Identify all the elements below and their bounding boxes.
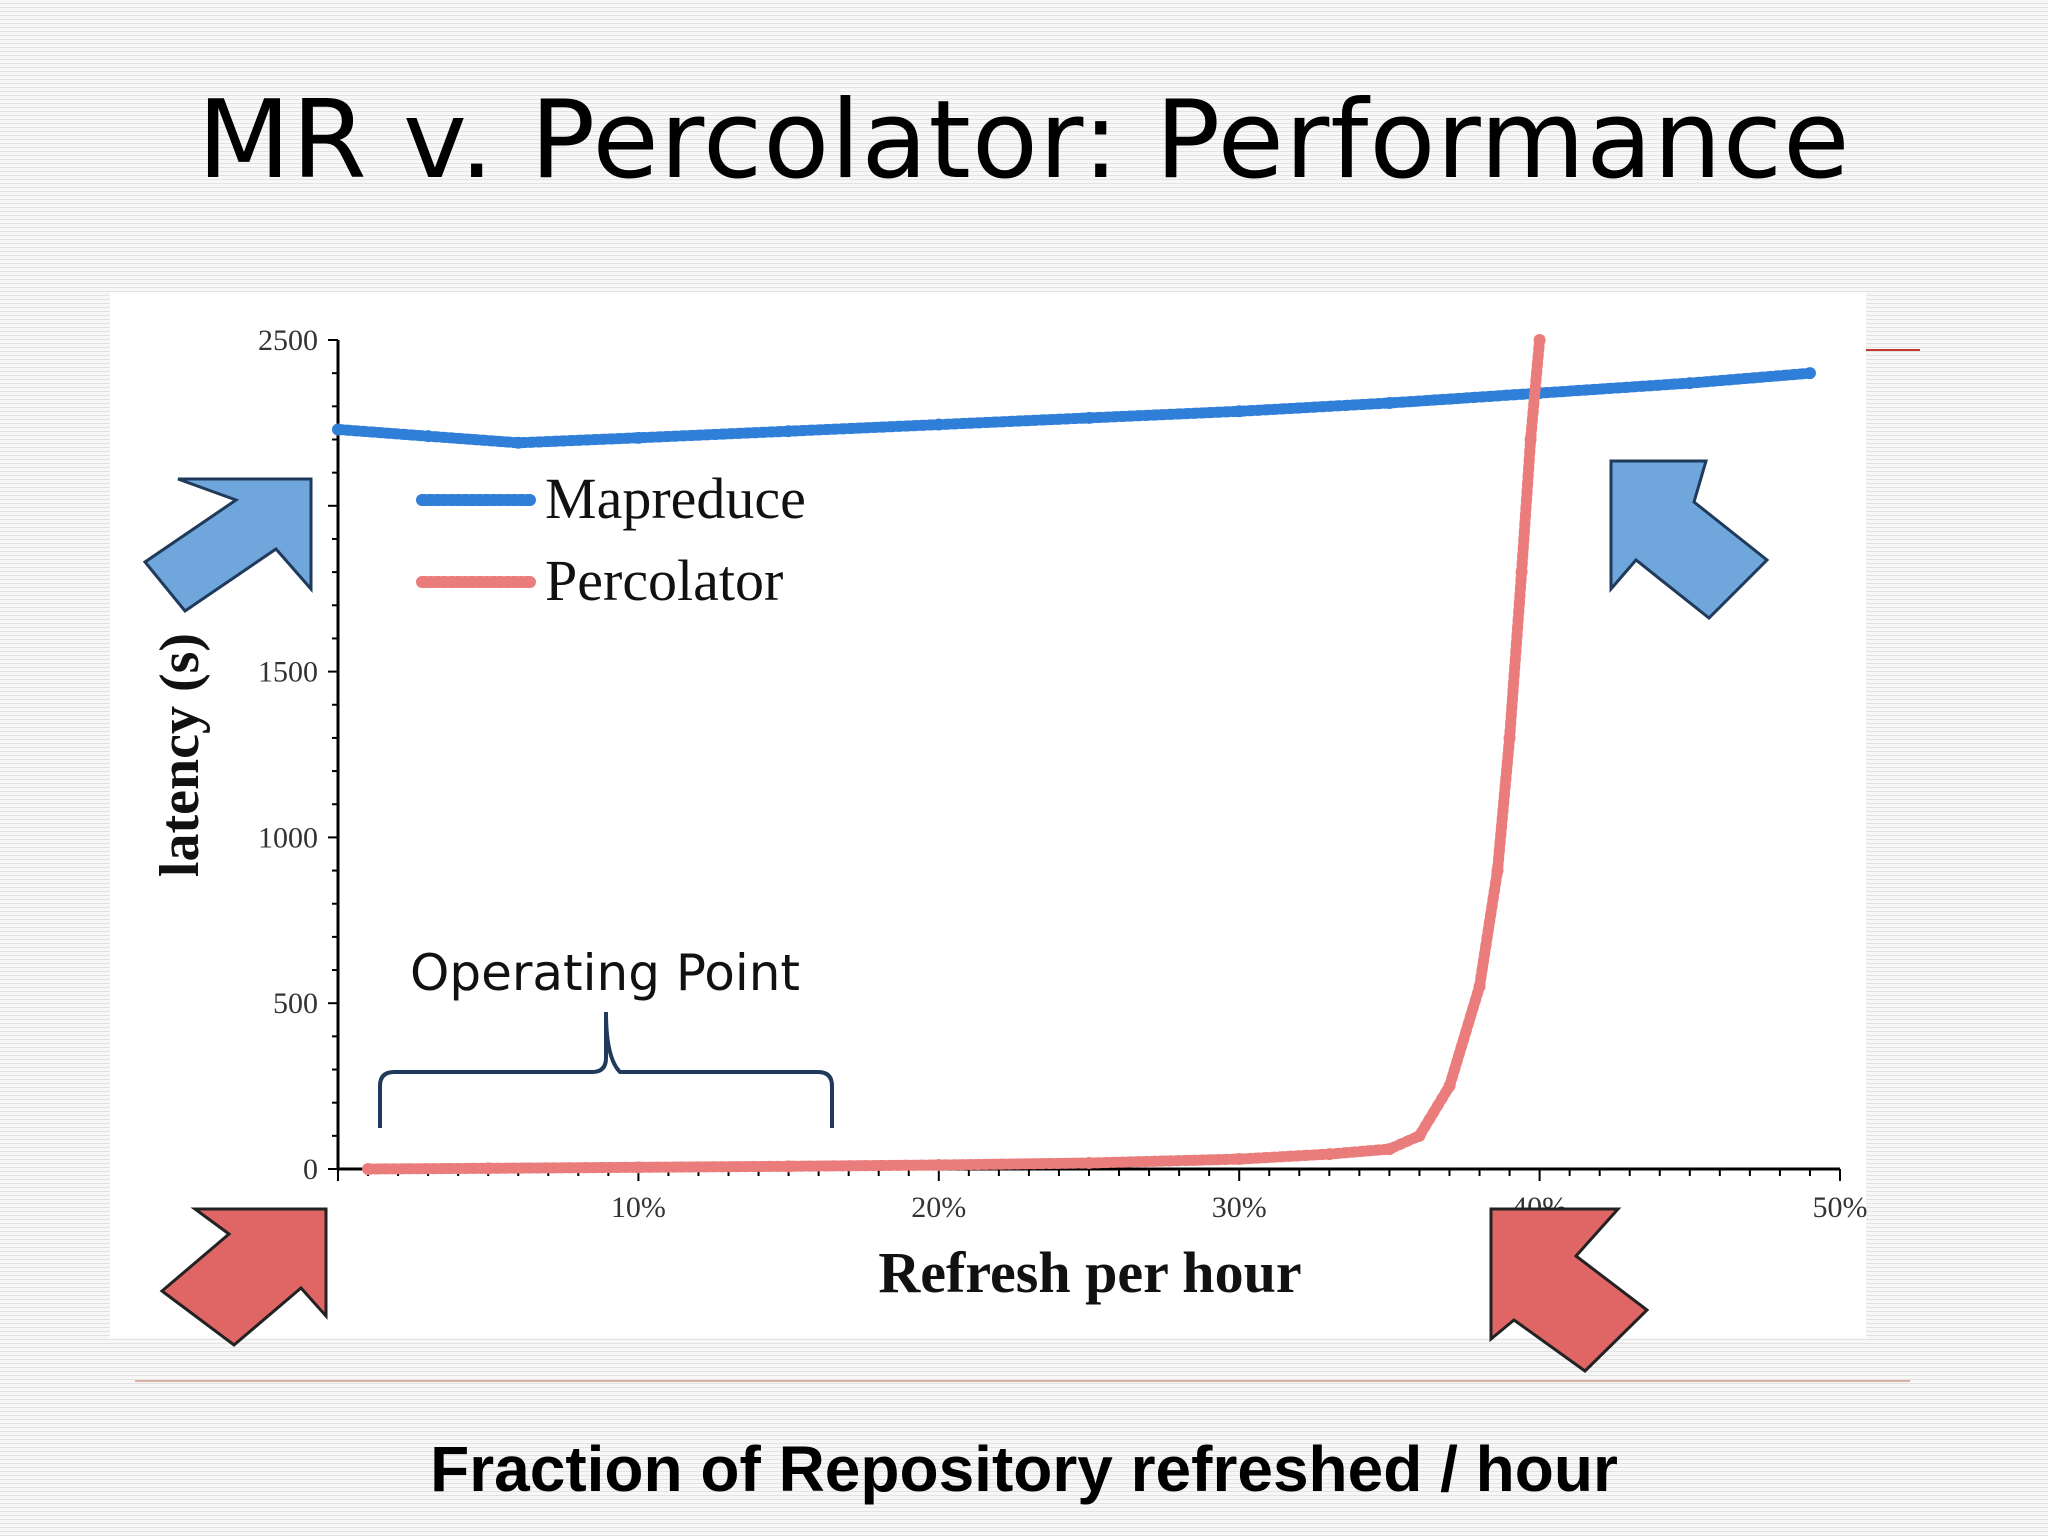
data-point-percolator [1323, 1148, 1336, 1161]
arrows [142, 459, 1770, 1373]
x-tick-label: 30% [1212, 1191, 1267, 1224]
red-arrow-left [159, 1207, 328, 1347]
x-tick-label: 50% [1813, 1191, 1868, 1224]
legend-label-percolator: Percolator [545, 548, 783, 613]
data-point-percolator [1491, 864, 1504, 877]
legend: Mapreduce Percolator [416, 466, 806, 613]
data-point-percolator [1383, 1143, 1396, 1156]
data-point-mapreduce [512, 436, 525, 449]
series-line-mapreduce [332, 367, 1816, 449]
accent-rule [1866, 349, 1920, 351]
operating-point-brace [378, 1011, 834, 1128]
data-point-mapreduce [932, 418, 945, 431]
blue-arrow-left [142, 477, 313, 614]
blue-arrow-right [1609, 459, 1770, 621]
data-point-mapreduce [1083, 411, 1095, 424]
slide-title: MR v. Percolator: Performance [197, 78, 1851, 203]
data-point-mapreduce [632, 431, 645, 444]
operating-point-annotation: Operating Point [378, 944, 834, 1128]
data-point-percolator [1473, 980, 1486, 993]
data-point-mapreduce [1233, 405, 1246, 418]
data-point-percolator [1533, 334, 1546, 346]
data-point-percolator [632, 1161, 645, 1174]
x-axis-label: Refresh per hour [878, 1240, 1301, 1305]
data-point-percolator [362, 1163, 375, 1175]
data-point-percolator [782, 1160, 795, 1173]
data-point-mapreduce [1803, 367, 1816, 380]
data-point-percolator [1083, 1157, 1095, 1170]
y-tick-label: 2500 [258, 324, 318, 357]
data-point-mapreduce [782, 425, 795, 438]
data-point-percolator [1503, 731, 1516, 744]
data-point-percolator [1515, 566, 1528, 579]
data-point-mapreduce [1383, 397, 1396, 410]
series-layer [332, 334, 1816, 1175]
data-point-percolator [482, 1162, 495, 1175]
slide-caption: Fraction of Repository refreshed / hour [430, 1433, 1618, 1505]
data-point-percolator [1233, 1153, 1246, 1166]
red-arrow-right [1489, 1207, 1650, 1373]
series-line-percolator [362, 334, 1546, 1175]
data-point-mapreduce [422, 430, 435, 443]
data-point-percolator [1443, 1080, 1456, 1093]
y-tick-label: 0 [303, 1153, 318, 1186]
operating-point-label: Operating Point [410, 944, 800, 1002]
data-point-percolator [1413, 1129, 1426, 1142]
data-point-percolator [1524, 433, 1537, 446]
data-point-percolator [932, 1159, 945, 1172]
y-tick-label: 1000 [258, 821, 318, 854]
y-axis-label: latency (s) [149, 633, 211, 877]
y-tick-label: 1500 [258, 656, 318, 689]
legend-label-mapreduce: Mapreduce [545, 466, 806, 531]
x-tick-label: 10% [611, 1191, 666, 1224]
data-point-mapreduce [1683, 377, 1696, 390]
x-tick-label: 20% [911, 1191, 966, 1224]
bottom-rule [135, 1380, 1910, 1382]
data-point-mapreduce [332, 423, 344, 436]
y-tick-label: 500 [273, 987, 318, 1020]
